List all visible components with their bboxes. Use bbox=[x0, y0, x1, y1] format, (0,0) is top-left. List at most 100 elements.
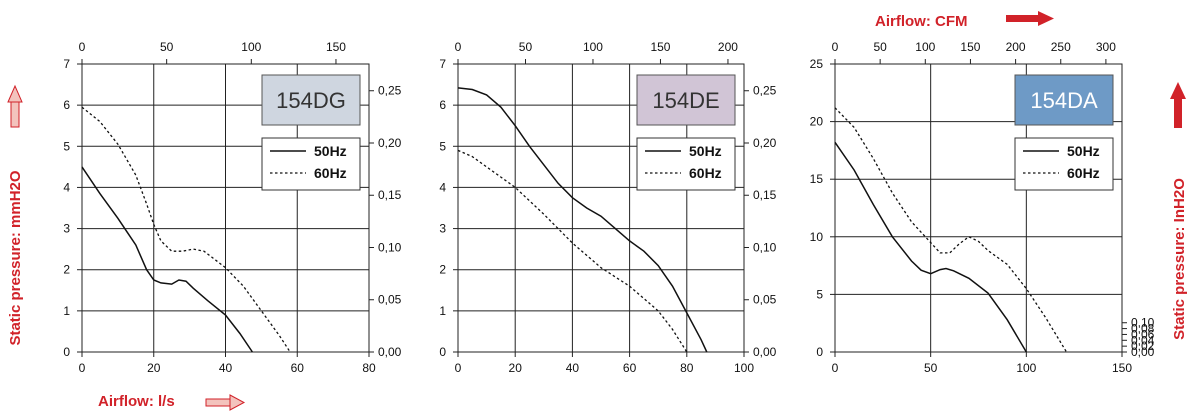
x-tick-label: 20 bbox=[147, 361, 161, 375]
y-tick-label: 20 bbox=[810, 115, 824, 129]
inh2o-tick-label: 0,08 bbox=[1131, 322, 1155, 336]
y-tick-label: 0 bbox=[63, 345, 70, 359]
x-tick-label: 150 bbox=[1112, 361, 1132, 375]
legend-box bbox=[1014, 137, 1114, 191]
x-tick-label: 40 bbox=[566, 361, 580, 375]
legend-box bbox=[261, 137, 361, 191]
series-line-50hz bbox=[81, 166, 254, 353]
top-axis-label-group: Airflow: CFM bbox=[875, 11, 1054, 30]
cfm-tick-label: 0 bbox=[832, 40, 839, 54]
y-tick-label: 25 bbox=[810, 57, 824, 71]
y-tick-label: 7 bbox=[63, 57, 70, 71]
x-tick-label: 80 bbox=[680, 361, 694, 375]
x-tick-label: 80 bbox=[362, 361, 376, 375]
series-line-60hz bbox=[457, 149, 688, 353]
cfm-tick-label: 150 bbox=[650, 40, 670, 54]
model-title-box bbox=[1014, 74, 1114, 126]
y-tick-label: 4 bbox=[439, 180, 446, 194]
series-line-50hz bbox=[457, 87, 708, 353]
y-tick-label: 0 bbox=[816, 345, 823, 359]
plot-border bbox=[81, 63, 370, 353]
inh2o-tick-label: 0,10 bbox=[753, 240, 777, 254]
y-tick-label: 3 bbox=[63, 222, 70, 236]
y-tick-label: 3 bbox=[439, 222, 446, 236]
cfm-tick-label: 150 bbox=[326, 40, 346, 54]
x-tick-label: 0 bbox=[79, 361, 86, 375]
legend-label: 60Hz bbox=[1067, 165, 1100, 181]
y-tick-label: 0 bbox=[439, 345, 446, 359]
cfm-tick-label: 50 bbox=[873, 40, 887, 54]
y-tick-label: 2 bbox=[439, 263, 446, 277]
cfm-tick-label: 100 bbox=[583, 40, 603, 54]
left-axis-label: Static pressure: mmH2O bbox=[7, 170, 24, 345]
y-tick-label: 15 bbox=[810, 172, 824, 186]
bottom-axis-label-group: Airflow: l/s bbox=[98, 393, 246, 411]
legend-label: 50Hz bbox=[1067, 143, 1100, 159]
bottom-right-arrow-icon bbox=[205, 394, 246, 411]
top-right-arrow-icon bbox=[1006, 11, 1054, 26]
cfm-tick-label: 0 bbox=[79, 40, 86, 54]
y-tick-label: 5 bbox=[439, 139, 446, 153]
bottom-axis-label: Airflow: l/s bbox=[98, 393, 175, 410]
model-title: 154DA bbox=[1030, 88, 1098, 113]
legend-label: 60Hz bbox=[689, 165, 722, 181]
y-tick-label: 5 bbox=[63, 139, 70, 153]
x-tick-label: 20 bbox=[509, 361, 523, 375]
series-line-60hz bbox=[81, 106, 291, 353]
x-tick-label: 100 bbox=[734, 361, 754, 375]
y-tick-label: 10 bbox=[810, 230, 824, 244]
inh2o-tick-label: 0,15 bbox=[753, 188, 777, 202]
plot-border bbox=[834, 63, 1123, 353]
right-axis-label: Static pressure: InH2O bbox=[1171, 178, 1188, 340]
left-up-arrow-icon bbox=[7, 84, 23, 128]
inh2o-tick-label: 0,10 bbox=[1131, 316, 1155, 330]
cfm-tick-label: 50 bbox=[160, 40, 174, 54]
y-tick-label: 4 bbox=[63, 180, 70, 194]
series-line-60hz bbox=[834, 107, 1068, 353]
legend-label: 50Hz bbox=[314, 143, 347, 159]
model-title-box bbox=[261, 74, 361, 126]
inh2o-tick-label: 0,20 bbox=[753, 136, 777, 150]
x-tick-label: 100 bbox=[1016, 361, 1036, 375]
inh2o-tick-label: 0,06 bbox=[1131, 327, 1155, 341]
legend-box bbox=[636, 137, 736, 191]
inh2o-tick-label: 0,05 bbox=[753, 293, 777, 307]
cfm-tick-label: 100 bbox=[915, 40, 935, 54]
y-tick-label: 6 bbox=[63, 98, 70, 112]
model-title: 154DE bbox=[652, 88, 719, 113]
inh2o-tick-label: 0,00 bbox=[1131, 345, 1155, 359]
cfm-tick-label: 250 bbox=[1051, 40, 1071, 54]
x-tick-label: 0 bbox=[832, 361, 839, 375]
legend-label: 50Hz bbox=[689, 143, 722, 159]
inh2o-tick-label: 0,25 bbox=[753, 84, 777, 98]
y-tick-label: 6 bbox=[439, 98, 446, 112]
inh2o-tick-label: 0,10 bbox=[378, 240, 402, 254]
y-tick-label: 1 bbox=[439, 304, 446, 318]
y-tick-label: 1 bbox=[63, 304, 70, 318]
cfm-tick-label: 0 bbox=[455, 40, 462, 54]
right-up-arrow-icon bbox=[1170, 82, 1186, 128]
cfm-tick-label: 200 bbox=[1006, 40, 1026, 54]
cfm-tick-label: 100 bbox=[241, 40, 261, 54]
y-tick-label: 5 bbox=[816, 287, 823, 301]
x-tick-label: 60 bbox=[291, 361, 305, 375]
x-tick-label: 50 bbox=[924, 361, 938, 375]
inh2o-tick-label: 0,04 bbox=[1131, 333, 1155, 347]
inh2o-tick-label: 0,25 bbox=[378, 84, 402, 98]
right-axis-label-group: Static pressure: InH2O bbox=[1170, 82, 1188, 340]
inh2o-tick-label: 0,00 bbox=[753, 345, 777, 359]
legend-label: 60Hz bbox=[314, 165, 347, 181]
y-tick-label: 2 bbox=[63, 263, 70, 277]
model-title: 154DG bbox=[276, 88, 346, 113]
inh2o-tick-label: 0,02 bbox=[1131, 339, 1155, 353]
cfm-tick-label: 150 bbox=[960, 40, 980, 54]
y-tick-label: 7 bbox=[439, 57, 446, 71]
inh2o-tick-label: 0,20 bbox=[378, 136, 402, 150]
cfm-tick-label: 200 bbox=[718, 40, 738, 54]
top-axis-label: Airflow: CFM bbox=[875, 13, 967, 30]
